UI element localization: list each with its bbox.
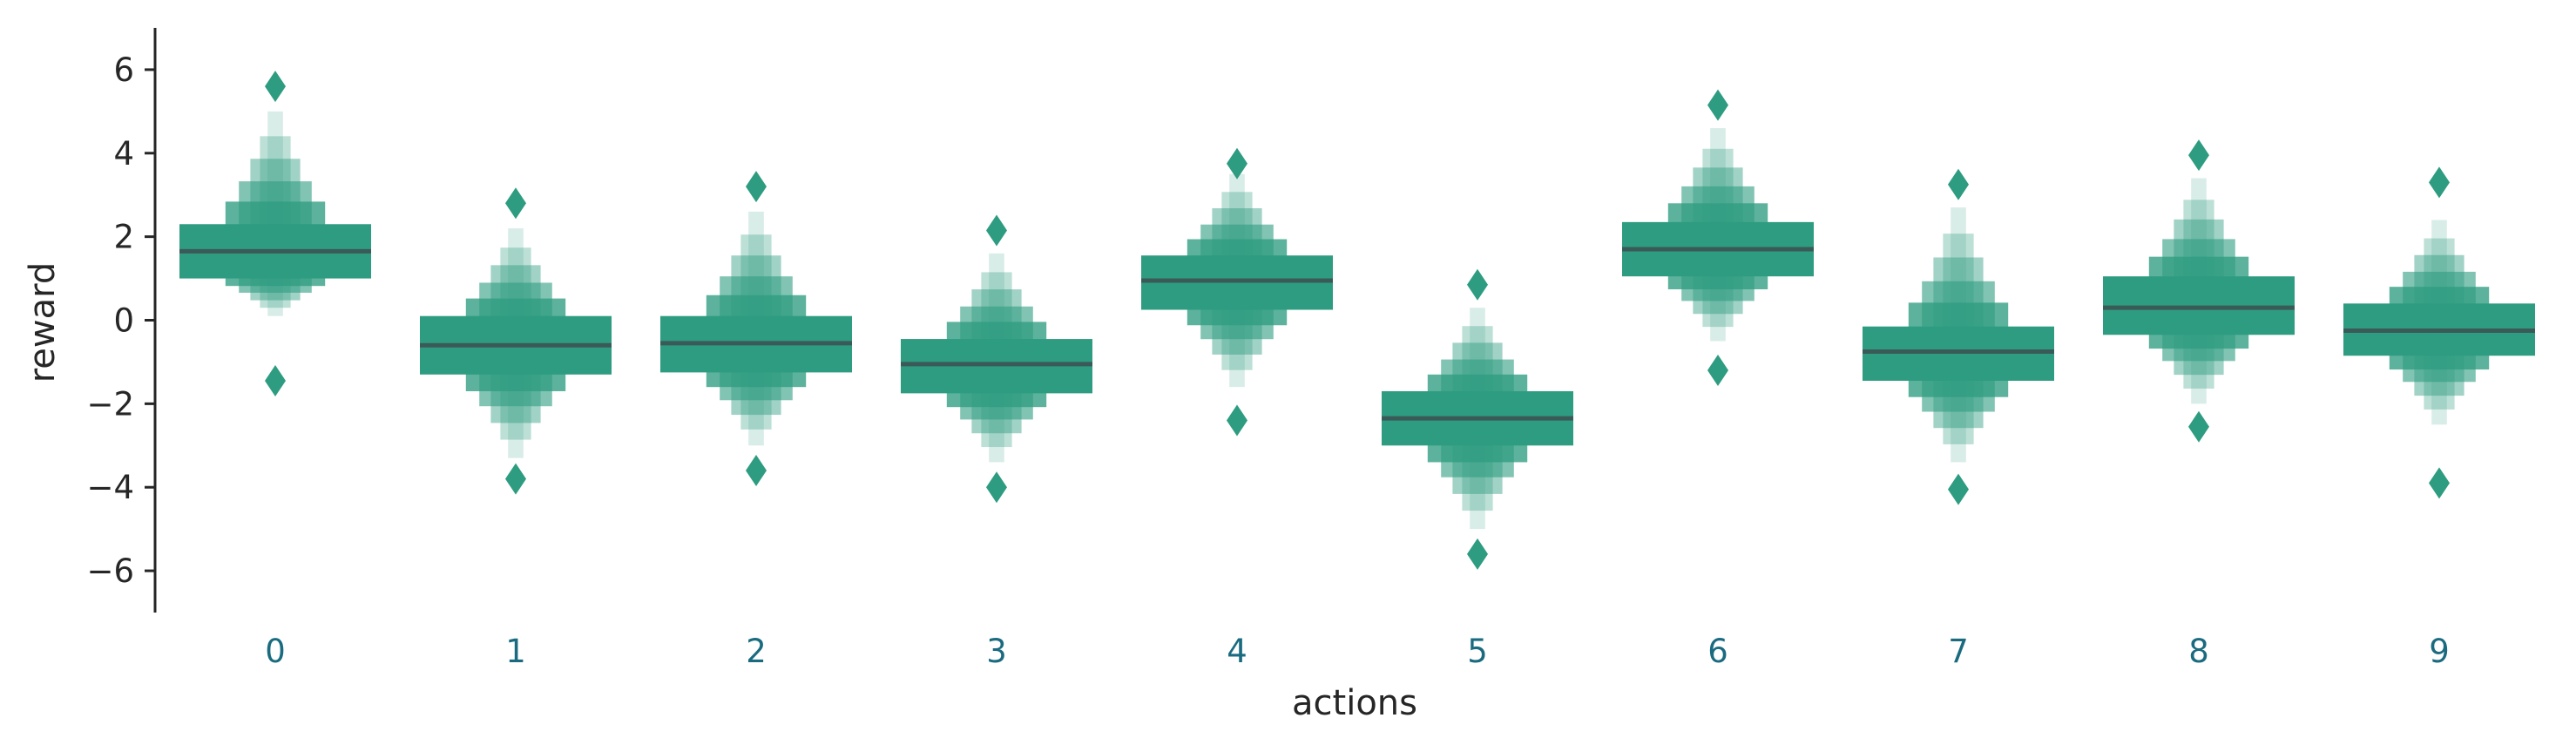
outlier-point (1707, 89, 1728, 121)
outlier-point (2188, 410, 2209, 443)
x-ticks: 0 1 2 3 4 5 6 7 8 9 (265, 633, 2450, 670)
outlier-point (505, 463, 526, 495)
outlier-point (986, 214, 1007, 247)
outlier-point (1227, 404, 1247, 437)
outlier-point (1948, 473, 1969, 505)
outlier-point (1227, 147, 1247, 179)
x-tick-label: 9 (2429, 633, 2450, 670)
x-tick-label: 8 (2188, 633, 2209, 670)
outlier-point (746, 455, 767, 487)
y-tick-label: −6 (86, 552, 134, 590)
outlier-point (986, 471, 1007, 504)
x-tick-label: 1 (505, 633, 526, 670)
boxen-1 (420, 187, 612, 495)
y-tick-label: 2 (113, 219, 134, 256)
x-tick-label: 3 (986, 633, 1007, 670)
outlier-point (505, 187, 526, 220)
x-tick-label: 4 (1227, 633, 1247, 670)
outlier-point (1467, 538, 1488, 570)
y-ticks: 6 4 2 0 −2 −4 −6 (86, 51, 155, 590)
y-tick-label: 4 (113, 135, 134, 173)
boxen-0 (179, 71, 371, 396)
outlier-point (746, 171, 767, 203)
boxen-4 (1141, 147, 1333, 437)
boxen-3 (901, 214, 1092, 504)
x-tick-label: 0 (265, 633, 286, 670)
outlier-point (2429, 467, 2450, 499)
outlier-point (1948, 168, 1969, 200)
boxen-5 (1382, 268, 1573, 570)
outlier-point (265, 364, 286, 396)
boxen-7 (1863, 168, 2054, 505)
x-tick-label: 2 (746, 633, 767, 670)
boxen-9 (2343, 166, 2535, 499)
outlier-point (1467, 268, 1488, 301)
boxen-8 (2103, 139, 2295, 443)
outlier-point (1707, 355, 1728, 387)
y-tick-label: −4 (86, 469, 134, 506)
y-tick-label: 6 (113, 51, 134, 89)
x-tick-label: 7 (1948, 633, 1969, 670)
boxen-6 (1622, 89, 1814, 387)
outlier-point (265, 71, 286, 103)
y-tick-label: 0 (113, 302, 134, 340)
x-tick-label: 6 (1707, 633, 1728, 670)
boxen-2 (660, 171, 852, 487)
outlier-point (2429, 166, 2450, 199)
y-tick-label: −2 (86, 385, 134, 423)
boxes (179, 71, 2535, 570)
x-axis-label: actions (1292, 683, 1417, 723)
x-tick-label: 5 (1467, 633, 1488, 670)
outlier-point (2188, 139, 2209, 172)
y-axis-label: reward (23, 262, 63, 383)
